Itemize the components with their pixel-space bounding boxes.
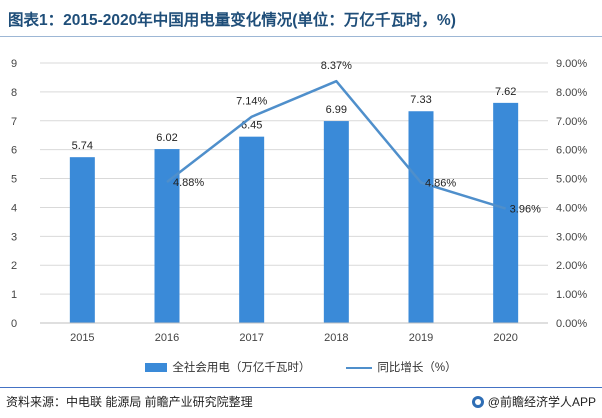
gridlines (40, 62, 548, 295)
bar (408, 111, 434, 323)
left-tick-label: 2 (11, 260, 17, 272)
legend-item-bar: 全社会用电（万亿千瓦时） (145, 359, 310, 375)
line-value-label: 7.14% (236, 96, 267, 108)
left-tick-label: 3 (11, 231, 17, 243)
legend-bar-label: 全社会用电（万亿千瓦时） (172, 362, 311, 374)
bar-series: 5.74 6.02 6.45 6.99 7.33 7.62 (69, 86, 519, 323)
right-tick-label: 1.00% (556, 289, 587, 301)
brand-text: @前瞻经济学人APP (487, 395, 596, 409)
chart-title: 图表1：2015-2020年中国用电量变化情况(单位：万亿千瓦时，%) (8, 12, 456, 29)
bar (323, 121, 349, 323)
bar (154, 149, 180, 323)
legend-line-swatch (346, 363, 373, 372)
left-tick-label: 9 (11, 58, 17, 70)
growth-line (166, 79, 507, 210)
left-tick-label: 1 (11, 289, 17, 301)
left-tick-label: 5 (11, 174, 17, 186)
line-value-label: 4.88% (173, 177, 204, 189)
bar-value-label: 6.02 (156, 132, 177, 144)
legend: 全社会用电（万亿千瓦时） 同比增长（%） (0, 359, 602, 375)
right-tick-label: 4.00% (556, 202, 587, 214)
title-divider (0, 36, 602, 37)
bar (239, 136, 265, 323)
left-tick-label: 0 (11, 318, 17, 330)
right-tick-label: 3.00% (556, 231, 587, 243)
left-tick-label: 6 (11, 145, 17, 157)
line-value-label: 3.96% (510, 204, 541, 216)
x-tick-label: 2016 (155, 332, 179, 344)
right-axis: 0.00% 1.00% 2.00% 3.00% 4.00% 5.00% 6.00% 7.00%… (556, 58, 587, 330)
brand-credit: @前瞻经济学人APP (471, 393, 596, 410)
bar-value-label: 7.62 (495, 86, 516, 98)
right-tick-label: 7.00% (556, 116, 587, 128)
left-tick-label: 4 (11, 202, 17, 214)
right-tick-label: 2.00% (556, 260, 587, 272)
bar-value-label: 6.45 (241, 120, 262, 132)
x-tick-label: 2017 (239, 332, 263, 344)
right-tick-label: 6.00% (556, 145, 587, 157)
source-note: 资料来源：中电联 能源局 前瞻产业研究院整理 (6, 395, 253, 409)
x-tick-label: 2019 (409, 332, 433, 344)
line-value-label: 4.86% (425, 178, 456, 190)
brand-logo-icon (471, 395, 484, 408)
bar-value-label: 6.99 (326, 104, 347, 116)
right-tick-label: 8.00% (556, 87, 587, 99)
right-tick-label: 5.00% (556, 174, 587, 186)
bar-value-label: 5.74 (72, 140, 93, 152)
footer-divider (0, 387, 602, 388)
left-tick-label: 7 (11, 116, 17, 128)
right-tick-label: 0.00% (556, 318, 587, 330)
bar (69, 157, 95, 323)
bar (493, 102, 519, 323)
left-tick-label: 8 (11, 87, 17, 99)
x-tick-label: 2018 (324, 332, 348, 344)
legend-bar-swatch (145, 362, 168, 372)
line-series: 4.88% 7.14% 8.37% 4.86% 3.96% (166, 60, 541, 216)
legend-line-label: 同比增长（%） (377, 362, 457, 374)
right-tick-label: 9.00% (556, 58, 587, 70)
bar-value-label: 7.33 (410, 94, 431, 106)
x-tick-label: 2020 (493, 332, 517, 344)
x-tick-label: 2015 (70, 332, 94, 344)
line-value-label: 8.37% (321, 60, 352, 72)
left-axis: 0 1 2 3 4 5 6 7 8 9 (11, 58, 17, 330)
legend-item-line: 同比增长（%） (346, 359, 457, 375)
x-axis: 2015 2016 2017 2018 2019 2020 (40, 322, 548, 344)
